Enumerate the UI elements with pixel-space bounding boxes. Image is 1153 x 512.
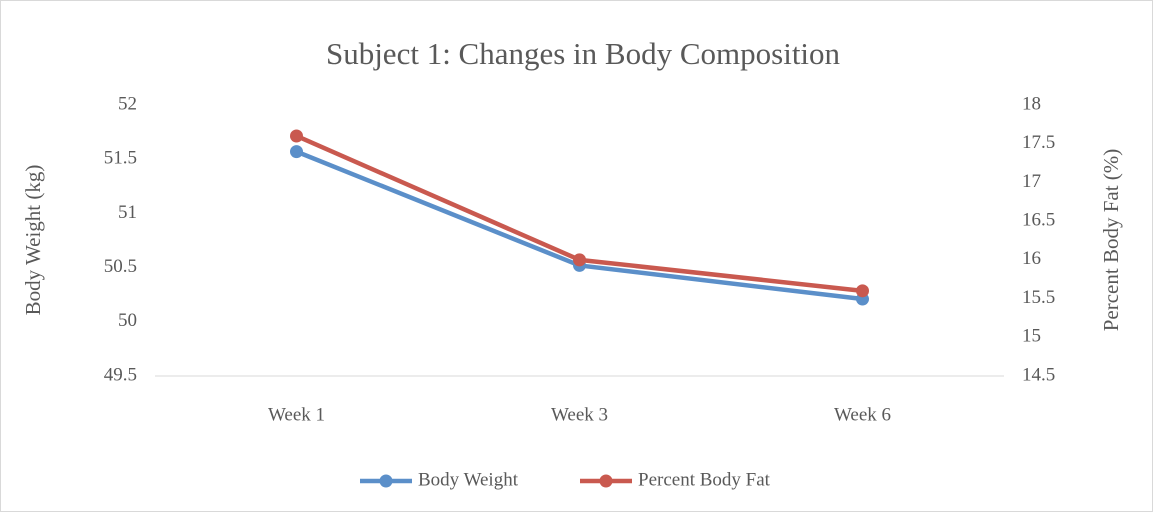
- legend-marker: [599, 474, 613, 488]
- series-point: [290, 129, 303, 143]
- y2-tick-label: 14.5: [1022, 364, 1055, 385]
- series-point: [856, 284, 869, 298]
- y-tick-label: 51: [118, 202, 137, 223]
- y2-tick-label: 17.5: [1022, 132, 1055, 153]
- x-tick-label: Week 6: [834, 404, 891, 425]
- y-tick-label: 52: [118, 93, 137, 114]
- x-tick-label: Week 3: [551, 404, 608, 425]
- y-tick-label: 51.5: [104, 148, 137, 169]
- y-tick-label: 50.5: [104, 256, 137, 277]
- legend-marker: [379, 474, 393, 488]
- x-tick-label: Week 1: [268, 404, 325, 425]
- y2-tick-label: 17: [1022, 171, 1041, 192]
- y-axis-title: Body Weight (kg): [21, 165, 45, 316]
- chart-title: Subject 1: Changes in Body Composition: [326, 36, 841, 71]
- series-point: [290, 145, 303, 159]
- y-tick-label: 50: [118, 310, 137, 331]
- series-point: [573, 253, 586, 267]
- y2-axis-title: Percent Body Fat (%): [1099, 149, 1123, 332]
- y2-tick-label: 18: [1022, 93, 1041, 114]
- legend-label: Body Weight: [418, 469, 519, 490]
- y2-tick-label: 15: [1022, 326, 1041, 347]
- y2-tick-label: 16: [1022, 248, 1041, 269]
- y-tick-label: 49.5: [104, 364, 137, 385]
- legend-label: Percent Body Fat: [638, 469, 771, 490]
- y2-tick-label: 16.5: [1022, 210, 1055, 231]
- y2-tick-label: 15.5: [1022, 287, 1055, 308]
